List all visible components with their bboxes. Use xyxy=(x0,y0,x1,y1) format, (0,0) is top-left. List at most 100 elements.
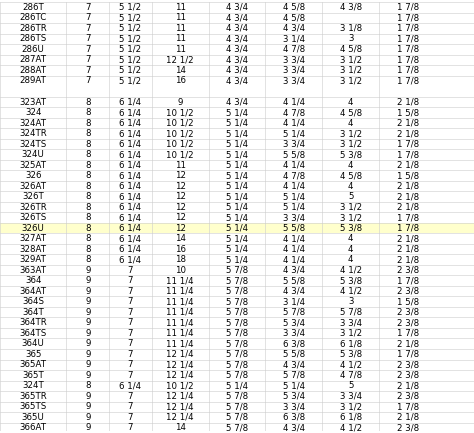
Text: 8: 8 xyxy=(85,129,91,138)
Text: 365U: 365U xyxy=(22,413,45,422)
Text: 323AT: 323AT xyxy=(20,97,46,107)
Text: 10: 10 xyxy=(174,266,186,275)
Text: 7: 7 xyxy=(85,13,91,23)
Bar xyxy=(0,65,474,76)
Text: 2 1/8: 2 1/8 xyxy=(397,255,419,264)
Text: 4 3/4: 4 3/4 xyxy=(283,266,305,275)
Text: 4 5/8: 4 5/8 xyxy=(340,45,362,54)
Text: 3 1/2: 3 1/2 xyxy=(340,139,362,149)
Text: 5 1/2: 5 1/2 xyxy=(119,77,141,85)
Text: 12: 12 xyxy=(174,192,186,201)
Text: 16: 16 xyxy=(174,77,186,85)
Text: 12 1/2: 12 1/2 xyxy=(166,55,194,65)
Text: 9: 9 xyxy=(85,287,91,296)
Text: 7: 7 xyxy=(128,318,133,327)
Text: 12 1/4: 12 1/4 xyxy=(166,360,194,369)
Text: 7: 7 xyxy=(128,329,133,338)
Bar xyxy=(0,223,474,233)
Text: 3 3/4: 3 3/4 xyxy=(283,213,305,222)
Text: 2 1/8: 2 1/8 xyxy=(397,97,419,107)
Text: 364S: 364S xyxy=(22,297,44,306)
Text: 12 1/4: 12 1/4 xyxy=(166,402,194,411)
Text: 8: 8 xyxy=(85,223,91,233)
Bar xyxy=(0,202,474,212)
Text: 11 1/4: 11 1/4 xyxy=(166,329,194,338)
Text: 3 3/4: 3 3/4 xyxy=(283,139,305,149)
Text: 5 1/4: 5 1/4 xyxy=(283,129,305,138)
Bar xyxy=(0,13,474,23)
Text: 4 3/4: 4 3/4 xyxy=(283,24,305,33)
Text: 366AT: 366AT xyxy=(20,423,46,432)
Text: 5 7/8: 5 7/8 xyxy=(226,371,248,380)
Text: 1 7/8: 1 7/8 xyxy=(397,150,419,159)
Text: 9: 9 xyxy=(85,329,91,338)
Text: 5 1/4: 5 1/4 xyxy=(226,203,248,212)
Text: 4 3/4: 4 3/4 xyxy=(226,97,248,107)
Text: 4 3/4: 4 3/4 xyxy=(226,24,248,33)
Bar xyxy=(0,339,474,349)
Text: 12: 12 xyxy=(174,181,186,191)
Text: 5 7/8: 5 7/8 xyxy=(226,423,248,432)
Text: 3 3/4: 3 3/4 xyxy=(283,77,305,85)
Text: 14: 14 xyxy=(174,66,186,75)
Text: 5 1/2: 5 1/2 xyxy=(119,45,141,54)
Text: 2 3/8: 2 3/8 xyxy=(397,423,419,432)
Text: 9: 9 xyxy=(85,371,91,380)
Text: 11 1/4: 11 1/4 xyxy=(166,318,194,327)
Text: 8: 8 xyxy=(85,108,91,117)
Text: 1 7/8: 1 7/8 xyxy=(397,24,419,33)
Bar xyxy=(0,381,474,391)
Text: 326U: 326U xyxy=(22,223,45,233)
Text: 1 5/8: 1 5/8 xyxy=(397,108,419,117)
Text: 5 3/8: 5 3/8 xyxy=(340,350,362,359)
Text: 4 3/4: 4 3/4 xyxy=(226,77,248,85)
Text: 7: 7 xyxy=(85,45,91,54)
Text: 2 1/8: 2 1/8 xyxy=(397,413,419,422)
Text: 6 1/4: 6 1/4 xyxy=(119,192,141,201)
Text: 364TS: 364TS xyxy=(19,329,47,338)
Bar xyxy=(0,233,474,244)
Text: 5 1/4: 5 1/4 xyxy=(226,234,248,243)
Text: 4: 4 xyxy=(348,161,354,170)
Text: 5 7/8: 5 7/8 xyxy=(226,413,248,422)
Text: 6 3/8: 6 3/8 xyxy=(283,339,305,348)
Text: 1 7/8: 1 7/8 xyxy=(397,77,419,85)
Text: 6 1/4: 6 1/4 xyxy=(119,203,141,212)
Text: 5 7/8: 5 7/8 xyxy=(283,308,305,317)
Text: 6 1/4: 6 1/4 xyxy=(119,161,141,170)
Text: 363AT: 363AT xyxy=(20,266,46,275)
Text: 5 3/8: 5 3/8 xyxy=(340,276,362,285)
Text: 7: 7 xyxy=(128,423,133,432)
Text: 5 7/8: 5 7/8 xyxy=(226,266,248,275)
Text: 6 1/4: 6 1/4 xyxy=(119,234,141,243)
Text: 3 3/4: 3 3/4 xyxy=(340,318,362,327)
Text: 16: 16 xyxy=(174,245,186,254)
Text: 6 3/8: 6 3/8 xyxy=(283,413,305,422)
Text: 365TS: 365TS xyxy=(19,402,47,411)
Text: 5 1/4: 5 1/4 xyxy=(226,171,248,180)
Text: 5 1/4: 5 1/4 xyxy=(226,129,248,138)
Text: 8: 8 xyxy=(85,161,91,170)
Text: 11 1/4: 11 1/4 xyxy=(166,276,194,285)
Text: 364U: 364U xyxy=(22,339,45,348)
Text: 365TR: 365TR xyxy=(19,392,47,401)
Text: 5 5/8: 5 5/8 xyxy=(283,276,305,285)
Text: 365AT: 365AT xyxy=(20,360,46,369)
Bar xyxy=(0,423,474,433)
Text: 2 1/8: 2 1/8 xyxy=(397,381,419,390)
Text: 286TR: 286TR xyxy=(19,24,47,33)
Text: 4 1/4: 4 1/4 xyxy=(283,97,305,107)
Text: 326TS: 326TS xyxy=(19,213,47,222)
Text: 5 1/2: 5 1/2 xyxy=(119,35,141,43)
Text: 4 1/2: 4 1/2 xyxy=(340,266,362,275)
Text: 4 3/4: 4 3/4 xyxy=(226,13,248,23)
Text: 7: 7 xyxy=(128,392,133,401)
Bar xyxy=(0,244,474,255)
Text: 3 1/2: 3 1/2 xyxy=(340,77,362,85)
Text: 12: 12 xyxy=(174,213,186,222)
Bar xyxy=(0,23,474,34)
Text: 7: 7 xyxy=(85,55,91,65)
Bar xyxy=(0,181,474,191)
Text: 1 7/8: 1 7/8 xyxy=(397,45,419,54)
Text: 8: 8 xyxy=(85,139,91,149)
